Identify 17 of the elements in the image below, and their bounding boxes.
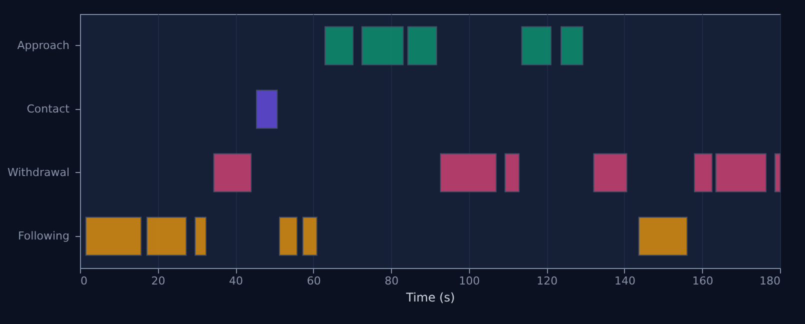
y-tick-label: Approach: [17, 38, 70, 52]
x-tick-label: 80: [384, 274, 399, 288]
x-tick-label: 0: [80, 274, 88, 288]
x-tick-label: 120: [536, 274, 558, 288]
y-tick-label: Following: [18, 229, 70, 242]
x-tick-label: 180: [760, 274, 780, 288]
x-tick-label: 20: [151, 274, 166, 288]
x-tick-label: 40: [229, 274, 244, 288]
x-tick-label: 60: [306, 274, 321, 288]
bar: [256, 90, 278, 129]
x-tick-label: 140: [614, 274, 636, 288]
bar: [774, 153, 780, 192]
y-tick-label: Withdrawal: [7, 166, 70, 179]
x-axis-title: Time (s): [405, 290, 455, 304]
x-tick-label: 160: [692, 274, 714, 288]
x-tick-label: 100: [458, 274, 480, 288]
y-tick-label: Contact: [26, 102, 70, 116]
